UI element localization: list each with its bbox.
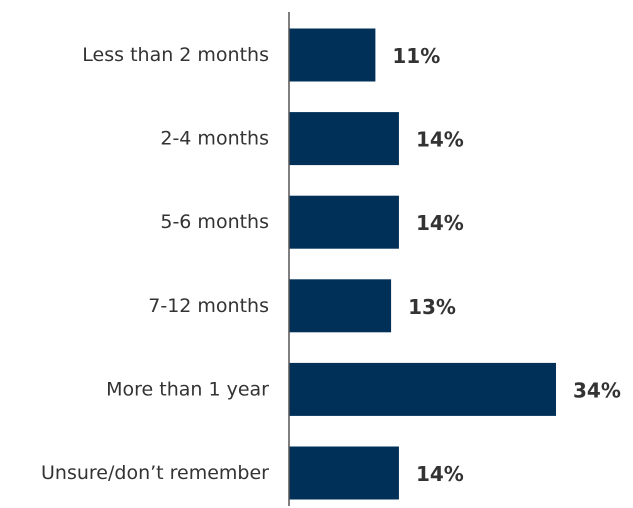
bar-0: [289, 28, 376, 82]
category-label-3: 7-12 months: [148, 295, 269, 317]
value-label-3: 13%: [408, 295, 456, 319]
category-label-1: 2-4 months: [160, 128, 269, 150]
bar-5: [289, 446, 399, 500]
value-label-4: 34%: [573, 378, 621, 402]
category-label-4: More than 1 year: [106, 378, 269, 400]
bar-3: [289, 279, 392, 333]
category-label-5: Unsure/don’t remember: [41, 462, 269, 484]
category-labels-group: Less than 2 months 2-4 months 5-6 months 7-…: [41, 44, 269, 484]
value-label-0: 11%: [392, 44, 440, 68]
value-labels-group: 11% 14% 14% 13% 34% 14%: [392, 44, 620, 486]
bars-group: [289, 28, 556, 500]
bar-1: [289, 112, 399, 166]
value-label-5: 14%: [416, 462, 464, 486]
category-label-2: 5-6 months: [160, 211, 269, 233]
bar-4: [289, 362, 556, 416]
bar-2: [289, 195, 399, 249]
category-label-0: Less than 2 months: [82, 44, 269, 66]
value-label-2: 14%: [416, 211, 464, 235]
value-label-1: 14%: [416, 128, 464, 152]
